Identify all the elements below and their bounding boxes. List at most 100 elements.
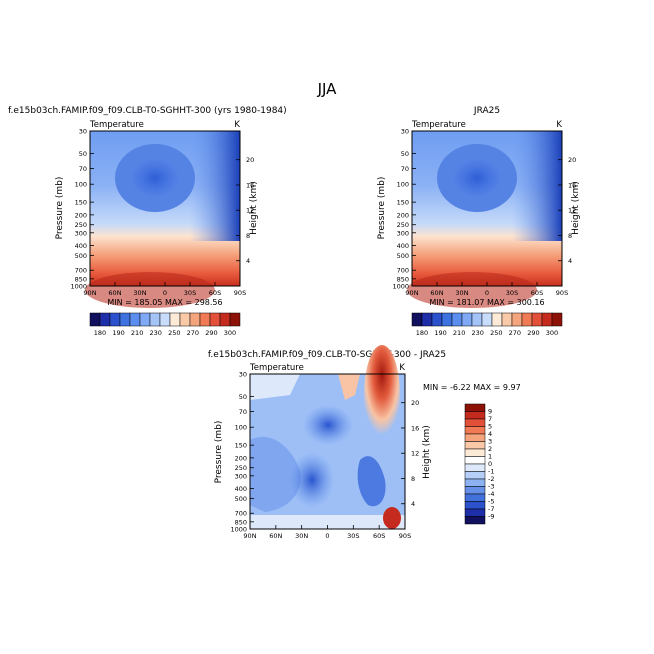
colorbar-swatch bbox=[464, 456, 486, 465]
colorbar-label: -3 bbox=[488, 483, 494, 491]
colorbar-swatch bbox=[464, 426, 486, 435]
y-tick-label: 70 bbox=[401, 165, 409, 173]
x-tick-label: 0 bbox=[325, 532, 329, 540]
colorbar-label: -5 bbox=[488, 498, 494, 506]
x-tick-label: 90N bbox=[243, 532, 256, 540]
x-tick-label: 30S bbox=[347, 532, 359, 540]
colorbar-label: 210 bbox=[131, 329, 143, 337]
units-label: K bbox=[556, 120, 562, 130]
colorbar-swatch bbox=[541, 312, 553, 327]
y-tick-label: 150 bbox=[75, 199, 87, 207]
y2-tick-label: 20 bbox=[568, 156, 576, 164]
x-tick-label: 60N bbox=[108, 289, 121, 297]
y2-tick-label: 12 bbox=[568, 207, 576, 215]
y2-tick-label: 4 bbox=[246, 257, 250, 265]
y-tick-label: 30 bbox=[239, 371, 247, 379]
units-label: K bbox=[234, 120, 240, 130]
difference-panel: f.e15b03ch.FAMIP.f09_f09.CLB-T0-SGHHT-30… bbox=[208, 345, 521, 540]
x-tick-label: 30S bbox=[506, 289, 518, 297]
y-tick-label: 30 bbox=[79, 128, 87, 136]
colorbar: 180 190 210 230 250 270 290 300 bbox=[89, 312, 241, 337]
colorbar-swatch bbox=[464, 478, 486, 487]
colorbar-swatch bbox=[461, 312, 473, 327]
colorbar-swatch bbox=[464, 508, 486, 517]
y-tick-label: 150 bbox=[397, 199, 409, 207]
colorbar-label: 9 bbox=[488, 408, 492, 416]
colorbar-swatch bbox=[551, 312, 563, 327]
colorbar-swatch bbox=[411, 312, 423, 327]
y-tick-label: 850 bbox=[397, 275, 409, 283]
y-tick-label: 50 bbox=[239, 393, 247, 401]
colorbar-swatch bbox=[179, 312, 191, 327]
colorbar-label: 190 bbox=[112, 329, 124, 337]
colorbar-swatch bbox=[219, 312, 231, 327]
y-tick-label: 100 bbox=[397, 181, 409, 189]
y-tick-label: 850 bbox=[75, 275, 87, 283]
colorbar-swatch bbox=[464, 418, 486, 427]
colorbar-swatch bbox=[521, 312, 533, 327]
colorbar-swatch bbox=[199, 312, 211, 327]
y-tick-label: 850 bbox=[235, 518, 247, 526]
y-tick-label: 300 bbox=[75, 229, 87, 237]
y-tick-label: 500 bbox=[75, 252, 87, 260]
y-tick-label: 1000 bbox=[392, 283, 409, 291]
colorbar-swatch bbox=[119, 312, 131, 327]
colorbar-swatch bbox=[89, 312, 101, 327]
page-title: JJA bbox=[317, 80, 338, 98]
colorbar-swatch bbox=[189, 312, 201, 327]
colorbar-swatch bbox=[481, 312, 493, 327]
x-tick-label: 60N bbox=[269, 532, 282, 540]
colorbar-label: 1 bbox=[488, 453, 492, 461]
colorbar-swatch bbox=[464, 493, 486, 502]
variable-label: Temperature bbox=[249, 363, 304, 373]
colorbar-swatch bbox=[209, 312, 221, 327]
x-tick-label: 90S bbox=[234, 289, 246, 297]
y-tick-label: 200 bbox=[75, 211, 87, 219]
y-tick-label: 400 bbox=[75, 242, 87, 250]
colorbar-label: 3 bbox=[488, 438, 492, 446]
colorbar-swatch bbox=[421, 312, 433, 327]
y-tick-label: 150 bbox=[235, 442, 247, 450]
colorbar-swatch bbox=[464, 516, 486, 525]
colorbar-swatch bbox=[464, 441, 486, 450]
y2-tick-label: 4 bbox=[411, 500, 415, 508]
y-axis-title: Pressure (mb) bbox=[377, 177, 387, 240]
variable-label: Temperature bbox=[89, 120, 144, 130]
colorbar-label: -9 bbox=[488, 513, 494, 521]
variable-label: Temperature bbox=[411, 120, 466, 130]
y2-tick-label: 16 bbox=[246, 181, 254, 189]
y-tick-label: 700 bbox=[397, 267, 409, 275]
colorbar-label: 4 bbox=[488, 430, 492, 438]
colorbar-label: 180 bbox=[94, 329, 106, 337]
units-label: K bbox=[399, 363, 405, 373]
y-tick-label: 300 bbox=[397, 229, 409, 237]
x-tick-label: 90S bbox=[399, 532, 411, 540]
colorbar-label: 270 bbox=[509, 329, 521, 337]
x-tick-label: 30S bbox=[184, 289, 196, 297]
y2-tick-label: 12 bbox=[411, 450, 419, 458]
colorbar-swatch bbox=[129, 312, 141, 327]
y2-axis-title: Height (km) bbox=[249, 181, 259, 235]
panel-title: f.e15b03ch.FAMIP.f09_f09.CLB-T0-SGHHT-30… bbox=[208, 350, 446, 360]
y-tick-label: 250 bbox=[235, 464, 247, 472]
colorbar-swatch bbox=[229, 312, 241, 327]
y2-axis-title: Height (km) bbox=[422, 425, 432, 479]
colorbar-swatch bbox=[431, 312, 443, 327]
y-tick-label: 1000 bbox=[70, 283, 87, 291]
y-tick-label: 200 bbox=[235, 454, 247, 462]
colorbar-swatch bbox=[471, 312, 483, 327]
colorbar-label: -7 bbox=[488, 505, 494, 513]
colorbar-swatch bbox=[159, 312, 171, 327]
colorbar-label: 250 bbox=[168, 329, 180, 337]
x-tick-label: 30N bbox=[455, 289, 468, 297]
min-max-stats: MIN = -6.22 MAX = 9.97 bbox=[423, 383, 521, 392]
y-tick-label: 50 bbox=[79, 150, 87, 158]
y2-tick-label: 20 bbox=[246, 156, 254, 164]
colorbar-label: 0 bbox=[488, 460, 492, 468]
colorbar-label: 230 bbox=[150, 329, 162, 337]
y-tick-label: 70 bbox=[239, 408, 247, 416]
y-tick-label: 700 bbox=[235, 510, 247, 518]
x-tick-label: 60S bbox=[531, 289, 543, 297]
y2-tick-label: 16 bbox=[568, 181, 576, 189]
